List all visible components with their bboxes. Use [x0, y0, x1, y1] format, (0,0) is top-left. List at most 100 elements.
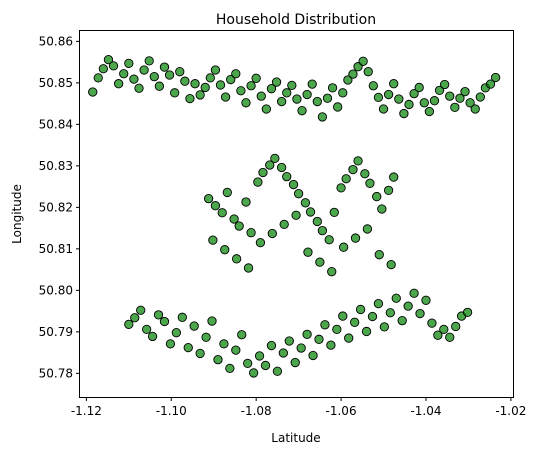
- scatter-point: [124, 58, 134, 69]
- scatter-point: [460, 86, 470, 97]
- scatter-point: [220, 92, 231, 102]
- scatter-point: [293, 189, 304, 199]
- scatter-point: [312, 96, 322, 107]
- scatter-point: [450, 102, 460, 113]
- scatter-point: [424, 106, 435, 117]
- scatter-point: [141, 324, 152, 335]
- y-tick-label: 50.79: [39, 325, 73, 339]
- scatter-point: [241, 98, 251, 108]
- scatter-point: [208, 235, 218, 245]
- scatter-point: [373, 92, 384, 103]
- scatter-point: [308, 350, 318, 361]
- scatter-point: [439, 324, 449, 335]
- x-axis-ticks: -1.12 -1.10 -1.08 -1.06 -1.04 -1.02: [71, 397, 526, 418]
- scatter-point: [255, 237, 266, 248]
- scatter-point: [231, 254, 242, 264]
- scatter-point: [185, 93, 195, 104]
- scatter-point: [246, 81, 256, 91]
- scatter-point: [485, 79, 496, 89]
- scatter-point: [341, 174, 351, 184]
- scatter-point: [243, 263, 254, 273]
- scatter-point: [215, 80, 226, 90]
- scatter-point: [302, 89, 312, 100]
- scatter-point: [300, 198, 311, 208]
- scatter-point: [455, 93, 465, 103]
- scatter-point: [266, 84, 277, 94]
- scatter-point: [113, 79, 124, 89]
- scatter-point: [291, 210, 301, 220]
- scatter-point: [368, 81, 378, 91]
- scatter-point: [358, 56, 368, 66]
- x-tick-label: -1.04: [410, 404, 441, 418]
- scatter-point: [383, 89, 394, 100]
- scatter-point: [241, 197, 251, 207]
- scatter-point: [451, 321, 461, 332]
- scatter-point: [177, 312, 187, 322]
- scatter-point: [355, 304, 366, 315]
- scatter-point: [419, 98, 429, 108]
- scatter-point: [409, 288, 419, 298]
- y-tick-label: 50.78: [39, 366, 73, 380]
- scatter-point: [377, 204, 387, 214]
- scatter-point: [302, 329, 312, 339]
- scatter-point: [315, 257, 325, 267]
- scatter-point: [326, 340, 336, 350]
- scatter-point: [136, 305, 146, 315]
- scatter-point: [327, 267, 337, 277]
- scatter-point: [189, 321, 199, 331]
- scatter-point: [207, 316, 217, 326]
- scatter-points: [88, 54, 501, 378]
- x-tick-label: -1.12: [71, 404, 102, 418]
- scatter-point: [399, 108, 409, 119]
- y-tick-label: 50.82: [39, 200, 73, 214]
- scatter-point: [159, 316, 170, 327]
- scatter-point: [267, 228, 277, 239]
- x-tick-label: -1.02: [495, 404, 526, 418]
- scatter-point: [272, 366, 283, 376]
- scatter-point: [336, 183, 346, 193]
- scatter-point: [338, 311, 348, 321]
- scatter-point: [159, 62, 170, 72]
- scatter-point: [180, 76, 190, 86]
- scatter-point: [231, 345, 241, 355]
- scatter-point: [288, 179, 299, 190]
- scatter-point: [332, 324, 342, 335]
- scatter-point: [130, 313, 140, 323]
- scatter-point: [248, 368, 259, 378]
- scatter-point: [378, 104, 389, 114]
- scatter-point: [297, 106, 307, 116]
- scatter-point: [278, 348, 288, 358]
- scatter-point: [403, 301, 413, 311]
- scatter-point: [344, 333, 354, 343]
- y-tick-label: 50.86: [39, 34, 73, 48]
- scatter-point: [465, 98, 475, 108]
- scatter-point: [327, 83, 338, 93]
- scatter-point: [462, 307, 473, 317]
- y-tick-label: 50.85: [39, 76, 73, 90]
- scatter-point: [195, 90, 205, 100]
- scatter-point: [391, 293, 401, 303]
- scatter-point: [195, 348, 205, 359]
- scatter-point: [271, 77, 282, 87]
- y-axis-ticks: 50.78 50.79 50.80 50.81 50.82 50.83 50.84 50.85…: [39, 34, 80, 380]
- scatter-point: [324, 235, 334, 245]
- scatter-point: [253, 177, 263, 187]
- scatter-point: [433, 330, 443, 340]
- scatter-point: [201, 332, 211, 342]
- scatter-point: [389, 79, 399, 89]
- scatter-point: [213, 354, 223, 365]
- scatter-point: [338, 88, 348, 98]
- scatter-point: [144, 56, 154, 66]
- scatter-point: [361, 326, 372, 337]
- scatter-point: [338, 242, 349, 252]
- scatter-point: [171, 328, 182, 338]
- scatter-point: [88, 87, 98, 97]
- scatter-point: [220, 245, 230, 255]
- scatter-point: [260, 360, 271, 371]
- scatter-point: [276, 96, 287, 107]
- scatter-point: [139, 65, 149, 75]
- scatter-point: [98, 64, 109, 74]
- plot-frame: [79, 30, 514, 398]
- scatter-point: [276, 162, 287, 173]
- scatter-point: [265, 160, 275, 170]
